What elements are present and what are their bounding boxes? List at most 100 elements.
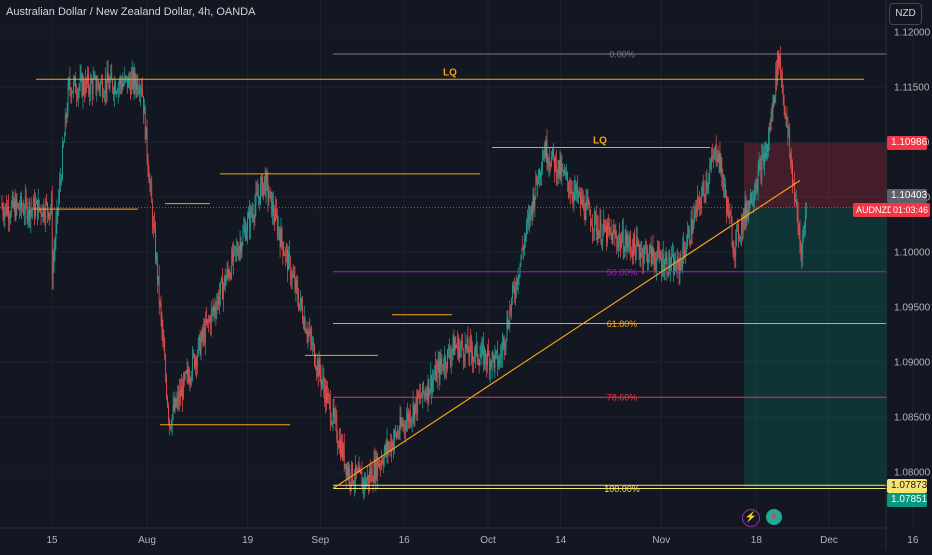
candle-body bbox=[175, 398, 177, 407]
y-tick-label: 1.10000 bbox=[894, 248, 931, 259]
candle-body bbox=[232, 252, 233, 263]
candle-body bbox=[44, 217, 46, 220]
candle-body bbox=[448, 348, 449, 350]
candle-body bbox=[621, 229, 623, 241]
candle-body bbox=[609, 227, 611, 233]
candle-body bbox=[85, 78, 87, 95]
candle-body bbox=[195, 358, 196, 368]
candle-body bbox=[238, 248, 240, 257]
candle-body bbox=[10, 215, 11, 218]
candle-body bbox=[262, 176, 263, 197]
candle-body bbox=[413, 404, 415, 420]
candle-body bbox=[400, 417, 402, 426]
candle-body bbox=[384, 444, 386, 454]
candle-body bbox=[99, 85, 100, 90]
candle-body bbox=[585, 201, 587, 220]
reward-zone[interactable] bbox=[744, 208, 887, 487]
flag-icon[interactable]: ● bbox=[766, 509, 782, 525]
candle-body bbox=[221, 278, 222, 282]
currency-button[interactable]: NZD bbox=[889, 3, 922, 25]
lightning-icon[interactable]: ⚡ bbox=[742, 509, 760, 527]
candle-body bbox=[100, 82, 101, 90]
candle-body bbox=[7, 206, 8, 215]
candle-body bbox=[33, 198, 34, 209]
candle-body bbox=[62, 145, 63, 179]
candle-body bbox=[242, 231, 244, 244]
candle-body bbox=[290, 279, 292, 280]
candle-body bbox=[528, 214, 529, 221]
candle-body bbox=[286, 249, 287, 251]
candle-body bbox=[414, 404, 416, 420]
candle-body bbox=[174, 398, 176, 411]
candle-body bbox=[116, 92, 117, 94]
candle-body bbox=[153, 223, 154, 228]
candle-body bbox=[40, 208, 42, 215]
candle-body bbox=[341, 441, 342, 457]
risk-zone[interactable] bbox=[744, 143, 887, 208]
candle-body bbox=[674, 259, 676, 270]
candle-body bbox=[678, 261, 680, 274]
candle-body bbox=[339, 439, 340, 449]
candle-body bbox=[533, 193, 535, 208]
candle-body bbox=[207, 319, 208, 324]
candle-body bbox=[734, 251, 736, 256]
candle-body bbox=[776, 68, 778, 82]
candle-body bbox=[481, 345, 483, 355]
candle-body bbox=[209, 318, 210, 322]
candle-body bbox=[541, 160, 543, 171]
candle-body bbox=[537, 183, 539, 185]
candle-body bbox=[372, 481, 374, 483]
candle-body bbox=[155, 229, 156, 261]
fib-level-label: 0.00% bbox=[609, 50, 635, 60]
candle-body bbox=[50, 209, 51, 213]
candle-body bbox=[493, 356, 495, 368]
candle-body bbox=[467, 338, 469, 353]
candle-body bbox=[243, 229, 245, 232]
candle-body bbox=[568, 190, 570, 192]
candle-body bbox=[418, 391, 419, 398]
candle-body bbox=[380, 463, 381, 465]
candle-body bbox=[395, 430, 396, 433]
candle-body bbox=[301, 298, 302, 308]
candle-body bbox=[712, 155, 713, 158]
candle-body bbox=[196, 354, 198, 366]
candle-body bbox=[59, 182, 61, 198]
candle-body bbox=[325, 386, 326, 402]
candle-body bbox=[667, 273, 669, 276]
candle-body bbox=[252, 213, 254, 219]
candle-body bbox=[259, 196, 260, 204]
candle-body bbox=[94, 75, 96, 77]
candle-body bbox=[56, 207, 58, 224]
candle-body bbox=[563, 169, 565, 175]
candle-body bbox=[764, 153, 765, 165]
drawings[interactable]: LQ LQ 0.00% 50.00% 61.80% 78.60% 100.00% bbox=[0, 50, 887, 495]
candle-body bbox=[103, 96, 104, 98]
candle-body bbox=[71, 92, 73, 97]
candle-body bbox=[45, 202, 47, 220]
candle-body bbox=[364, 477, 366, 488]
candle-body bbox=[388, 446, 390, 452]
candle-body bbox=[405, 427, 406, 430]
candle-body bbox=[708, 180, 710, 183]
candle-body bbox=[306, 332, 308, 337]
candle-body bbox=[738, 224, 739, 240]
candle-body bbox=[23, 213, 25, 215]
candle-body bbox=[732, 245, 734, 251]
candle-body bbox=[214, 307, 216, 312]
candle-body bbox=[97, 82, 99, 89]
candle-body bbox=[150, 182, 152, 185]
candle-body bbox=[727, 199, 729, 219]
symbol-title[interactable]: Australian Dollar / New Zealand Dollar, … bbox=[6, 6, 256, 18]
candle-body bbox=[579, 192, 580, 195]
candle-body bbox=[768, 128, 770, 141]
candle-body bbox=[654, 257, 656, 265]
candle-body bbox=[172, 404, 174, 416]
candle-body bbox=[146, 126, 148, 157]
candle-body bbox=[19, 209, 21, 211]
candle-body bbox=[298, 299, 300, 309]
candle-body bbox=[642, 249, 644, 263]
candle-body bbox=[676, 256, 678, 273]
ascending-trendline[interactable] bbox=[332, 179, 801, 490]
